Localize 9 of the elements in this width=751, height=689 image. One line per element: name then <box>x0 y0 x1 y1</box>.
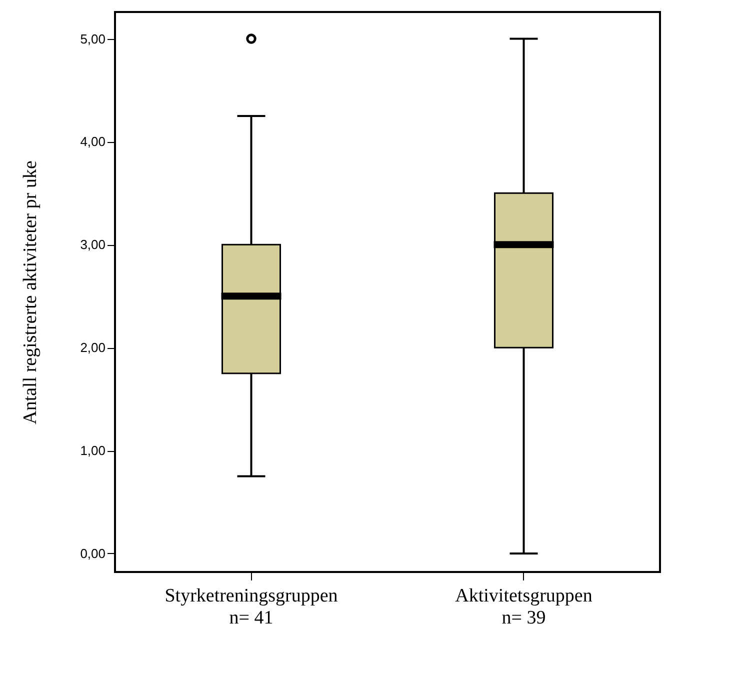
y-tick-label: 2,00 <box>80 340 106 356</box>
x-tick-label: Aktivitetsgruppen n= 39 <box>455 586 593 628</box>
y-tick-label: 0,00 <box>80 546 106 561</box>
y-tick-label: 3,00 <box>80 237 106 252</box>
y-tick-label: 1,00 <box>80 443 106 458</box>
x-tick-label: Styrketreningsgruppen n= 41 <box>164 586 338 628</box>
y-axis-title: Antall registrerte aktiviteter pr uke <box>20 160 42 424</box>
y-tick-label: 4,00 <box>80 134 106 150</box>
y-tick-label: 5,00 <box>80 31 106 46</box>
